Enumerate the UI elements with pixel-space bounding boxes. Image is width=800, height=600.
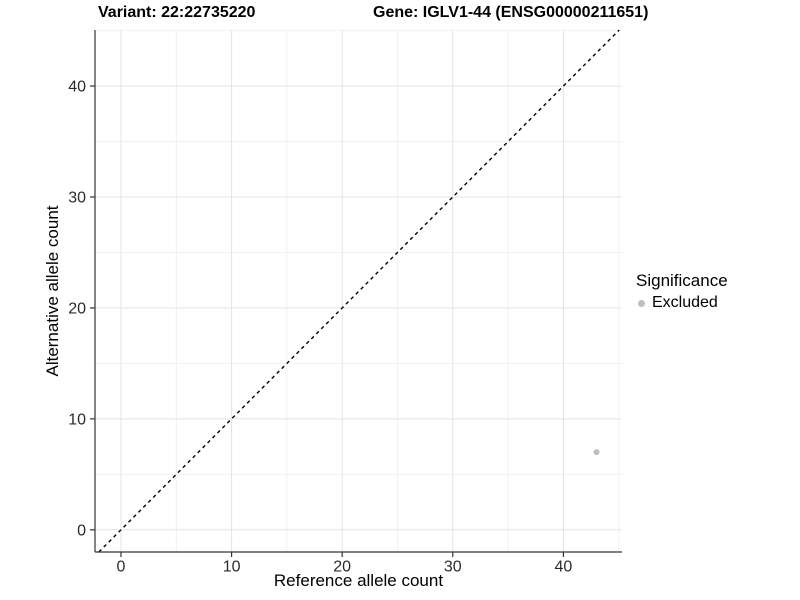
y-tick-label: 20: [68, 300, 86, 317]
x-tick-label: 0: [117, 558, 126, 575]
legend-item-excluded: Excluded: [636, 294, 728, 312]
excluded-point-icon: [638, 299, 645, 307]
identity-line: [98, 29, 620, 553]
x-tick-label: 40: [554, 558, 572, 575]
legend-title: Significance: [636, 271, 728, 290]
y-axis-title: Alternative allele count: [43, 205, 62, 377]
x-axis-title: Reference allele count: [273, 571, 444, 590]
legend: Significance Excluded: [636, 271, 728, 312]
y-tick-label: 0: [77, 522, 86, 539]
x-tick-label: 30: [444, 558, 462, 575]
legend-item-label: Excluded: [652, 294, 718, 311]
y-tick-label: 40: [68, 79, 86, 96]
gene-title: Gene: IGLV1-44 (ENSG00000211651): [373, 4, 649, 21]
data-point: [593, 449, 600, 456]
variant-title: Variant: 22:22735220: [98, 4, 256, 21]
y-tick-label: 10: [68, 411, 86, 428]
x-tick-label: 10: [223, 558, 241, 575]
y-tick-label: 30: [68, 189, 86, 206]
x-tick-label: 20: [333, 558, 351, 575]
